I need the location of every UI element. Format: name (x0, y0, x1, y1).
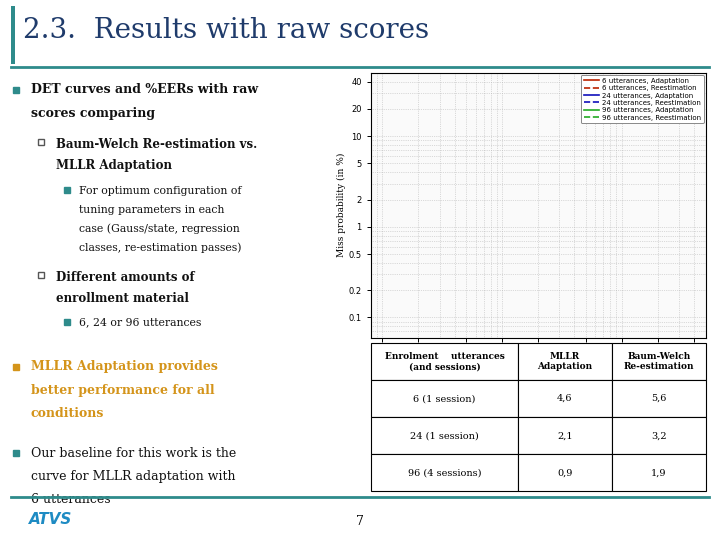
FancyBboxPatch shape (371, 380, 518, 417)
Text: better performance for all: better performance for all (30, 383, 215, 396)
Text: 4,6: 4,6 (557, 394, 572, 403)
Text: MLLR Adaptation provides: MLLR Adaptation provides (30, 360, 217, 373)
Text: Baum-Welch Re-estimation vs.: Baum-Welch Re-estimation vs. (56, 138, 257, 151)
Text: tuning parameters in each: tuning parameters in each (79, 205, 225, 214)
Text: Our baseline for this work is the: Our baseline for this work is the (30, 447, 236, 460)
Text: conditions: conditions (30, 407, 104, 420)
FancyBboxPatch shape (612, 417, 706, 454)
Text: 0,9: 0,9 (557, 468, 572, 477)
Text: 6 (1 session): 6 (1 session) (413, 394, 476, 403)
Text: curve for MLLR adaptation with: curve for MLLR adaptation with (30, 470, 235, 483)
Text: MLLR
Adaptation: MLLR Adaptation (537, 352, 593, 371)
Text: classes, re-estimation passes): classes, re-estimation passes) (79, 242, 242, 253)
X-axis label: False Alarm probability (in %): False Alarm probability (in %) (469, 361, 607, 370)
FancyBboxPatch shape (11, 6, 15, 64)
Text: 6, 24 or 96 utterances: 6, 24 or 96 utterances (79, 318, 202, 328)
Text: 96 (4 sessions): 96 (4 sessions) (408, 468, 481, 477)
Text: 2.3.  Results with raw scores: 2.3. Results with raw scores (23, 17, 429, 44)
FancyBboxPatch shape (371, 454, 518, 491)
Text: Different amounts of: Different amounts of (56, 271, 194, 284)
FancyBboxPatch shape (612, 454, 706, 491)
Text: 24 (1 session): 24 (1 session) (410, 431, 479, 440)
Text: case (Gauss/state, regression: case (Gauss/state, regression (79, 224, 240, 234)
Text: For optimum configuration of: For optimum configuration of (79, 186, 242, 195)
FancyBboxPatch shape (371, 417, 518, 454)
FancyBboxPatch shape (612, 380, 706, 417)
Text: Enrolment    utterances
(and sessions): Enrolment utterances (and sessions) (384, 352, 504, 371)
Text: scores comparing: scores comparing (30, 107, 155, 120)
Text: 2,1: 2,1 (557, 431, 573, 440)
Text: 3,2: 3,2 (651, 431, 667, 440)
FancyBboxPatch shape (612, 343, 706, 380)
Text: 6 utterances: 6 utterances (30, 494, 110, 507)
Y-axis label: Miss probability (in %): Miss probability (in %) (337, 153, 346, 258)
FancyBboxPatch shape (518, 454, 612, 491)
Text: ATVS: ATVS (29, 512, 72, 527)
Text: MLLR Adaptation: MLLR Adaptation (56, 159, 172, 172)
Text: 7: 7 (356, 515, 364, 528)
FancyBboxPatch shape (371, 343, 518, 380)
Text: DET curves and %EERs with raw: DET curves and %EERs with raw (30, 83, 258, 96)
FancyBboxPatch shape (518, 343, 612, 380)
Legend: 6 utterances, Adaptation, 6 utterances, Reestimation, 24 utterances, Adaptation,: 6 utterances, Adaptation, 6 utterances, … (581, 75, 703, 124)
Text: Baum-Welch
Re-estimation: Baum-Welch Re-estimation (624, 352, 694, 371)
FancyBboxPatch shape (518, 380, 612, 417)
Text: 5,6: 5,6 (651, 394, 667, 403)
Text: 1,9: 1,9 (651, 468, 667, 477)
Text: enrollment material: enrollment material (56, 293, 189, 306)
FancyBboxPatch shape (518, 417, 612, 454)
